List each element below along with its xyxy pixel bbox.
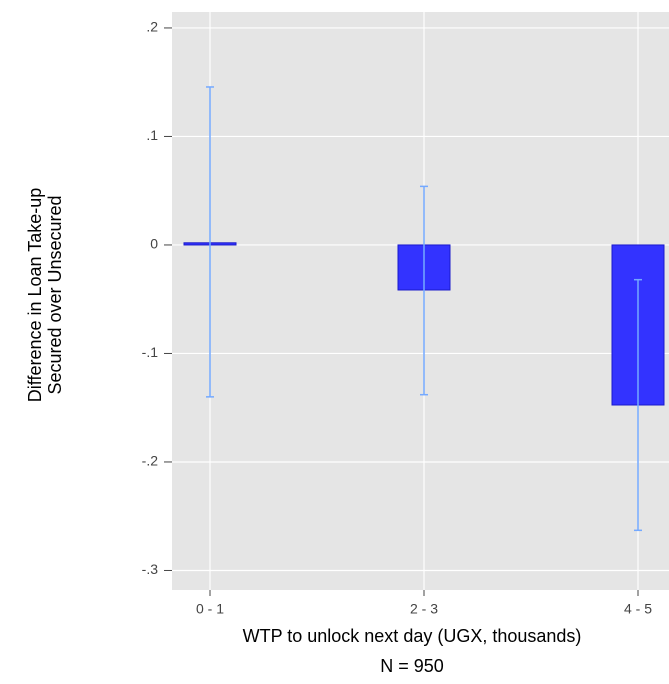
y-tick-label: .2 bbox=[146, 19, 158, 35]
y-label-line: Secured over Unsecured bbox=[45, 195, 65, 394]
x-tick-label: 2 - 3 bbox=[410, 601, 438, 617]
y-tick-label: 0 bbox=[150, 236, 158, 252]
x-tick-label: 4 - 5 bbox=[624, 601, 652, 617]
y-tick-label: -.1 bbox=[142, 344, 159, 360]
y-tick-label: -.2 bbox=[142, 453, 159, 469]
y-label-line: Difference in Loan Take-up bbox=[25, 188, 45, 402]
y-tick-label: -.3 bbox=[142, 561, 159, 577]
y-tick-label: .1 bbox=[146, 127, 158, 143]
note: N = 950 bbox=[380, 656, 444, 676]
x-axis-title: WTP to unlock next day (UGX, thousands) bbox=[243, 626, 582, 646]
y-axis-title: Difference in Loan Take-up Secured over … bbox=[25, 188, 65, 402]
plot-area bbox=[172, 12, 669, 590]
x-tick-label: 0 - 1 bbox=[196, 601, 224, 617]
